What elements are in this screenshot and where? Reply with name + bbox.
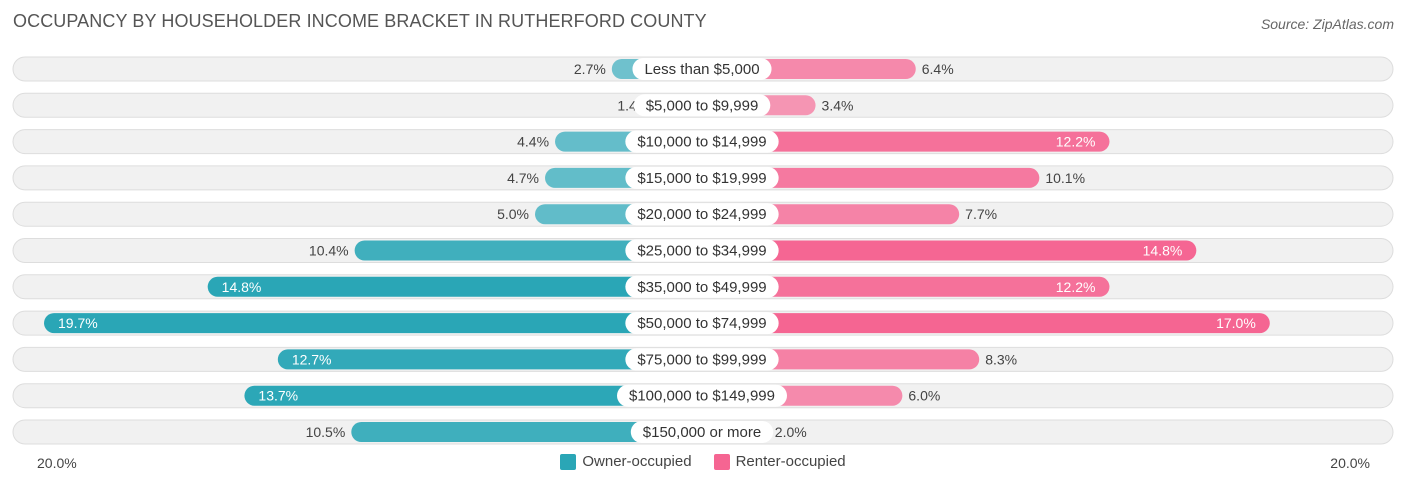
owner-value-label: 4.4% [517,134,549,150]
category-label: $15,000 to $19,999 [637,170,766,187]
category-pill [625,275,779,298]
legend-swatch-owner [560,453,577,470]
owner-value-label: 19.7% [58,315,98,331]
owner-value-label: 2.7% [574,61,606,77]
owner-bar [244,385,703,406]
category-label: $100,000 to $149,999 [629,388,775,405]
category-pill [625,166,779,189]
category-pill [625,239,779,262]
owner-value-label: 13.7% [258,388,298,404]
category-pill [625,312,779,335]
chart-title: OCCUPANCY BY HOUSEHOLDER INCOME BRACKET … [13,11,707,31]
renter-value-label: 10.1% [1045,170,1085,186]
owner-value-label: 12.7% [292,351,332,367]
legend-swatch-renter [713,453,730,470]
category-pill [625,348,779,371]
renter-value-label: 12.2% [1056,279,1096,295]
category-pill [625,203,779,226]
legend-item-renter: Renter-occupied [713,453,846,470]
category-pill [630,421,774,443]
category-pill [625,130,779,153]
owner-value-label: 10.5% [306,424,346,440]
legend-label-renter: Renter-occupied [735,453,846,470]
renter-bar [702,167,1040,188]
category-label: $10,000 to $14,999 [637,134,766,151]
category-label: $20,000 to $24,999 [637,206,766,223]
renter-value-label: 12.2% [1056,134,1096,150]
renter-bar [702,131,1110,152]
legend-label-owner: Owner-occupied [582,453,692,470]
category-pill [633,94,771,117]
renter-value-label: 7.7% [965,206,997,222]
owner-bar [354,240,702,261]
owner-bar [351,422,702,442]
owner-value-label: 5.0% [497,206,529,222]
owner-value-label: 10.4% [309,243,349,259]
renter-value-label: 17.0% [1216,315,1256,331]
renter-bar [702,276,1110,297]
legend: Owner-occupied Renter-occupied [0,453,1406,470]
renter-value-label: 3.4% [822,97,854,113]
category-label: $25,000 to $34,999 [637,243,766,260]
category-label: $75,000 to $99,999 [637,351,766,368]
renter-value-label: 2.0% [775,424,807,440]
legend-item-owner: Owner-occupied [560,453,692,470]
category-label: $150,000 or more [643,424,761,441]
owner-bar [207,276,702,297]
category-label: $35,000 to $49,999 [637,279,766,296]
owner-bar [277,349,702,370]
renter-value-label: 6.0% [908,388,940,404]
category-pill [632,58,772,80]
axis-right-label: 20.0% [1330,455,1370,471]
owner-value-label: 4.7% [507,170,539,186]
renter-bar [702,313,1270,334]
category-pill [617,384,787,407]
category-label: Less than $5,000 [644,61,759,78]
axis-left-label: 20.0% [37,455,77,471]
renter-value-label: 8.3% [985,351,1017,367]
renter-bar [702,240,1197,261]
owner-value-label: 14.8% [222,279,262,295]
owner-bar [44,313,702,334]
source-label: Source: ZipAtlas.com [1260,16,1394,32]
category-label: $5,000 to $9,999 [646,97,759,114]
category-label: $50,000 to $74,999 [637,315,766,332]
renter-value-label: 14.8% [1143,243,1183,259]
renter-value-label: 6.4% [922,61,954,77]
